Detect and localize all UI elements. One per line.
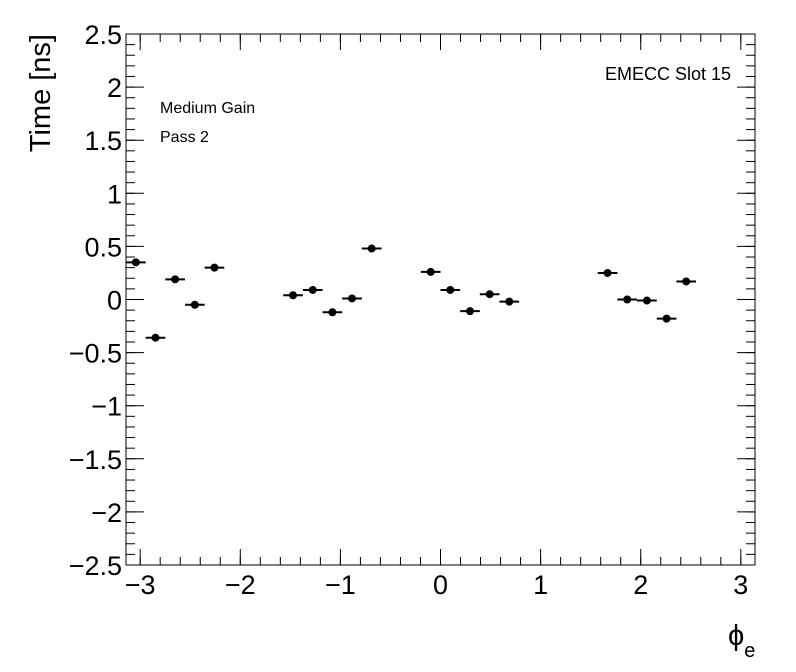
annotation-gain: Medium Gain	[160, 100, 255, 117]
data-point	[682, 277, 691, 286]
y-tick-label: −2.5	[69, 551, 122, 581]
x-tick-label: −3	[125, 570, 156, 600]
x-tick-label: 3	[733, 570, 748, 600]
data-point	[131, 258, 140, 267]
data-point	[289, 291, 298, 300]
data-points	[126, 244, 696, 342]
y-tick-label: −1	[91, 392, 122, 422]
y-axis-title: Time [ns]	[25, 34, 57, 152]
y-tick-label: 0.5	[84, 232, 122, 262]
tick-labels: −2.5 −2 −1.5 −1 −0.5 0 0.5 1 1.5 2 2.5 −3 −2 −1 0 1 2 3	[69, 20, 749, 600]
y-tick-label: 1.5	[84, 126, 122, 156]
y-tick-label: 2.5	[84, 20, 122, 50]
x-axis-title-symbol: ϕ	[728, 620, 744, 652]
x-tick-label: 2	[633, 570, 648, 600]
data-point	[210, 263, 219, 272]
data-point	[308, 285, 317, 294]
data-point	[367, 244, 376, 253]
y-tick-label: −0.5	[69, 339, 122, 369]
data-point	[505, 297, 514, 306]
y-tick-label: 0	[107, 286, 122, 316]
y-tick-label: 2	[107, 73, 122, 103]
x-axis-title-subscript: e	[744, 640, 755, 662]
x-tick-label: −2	[225, 570, 256, 600]
y-tick-label: 1	[107, 179, 122, 209]
x-tick-label: 0	[433, 570, 448, 600]
data-point	[662, 314, 671, 323]
annotation-slot: EMECC Slot 15	[605, 64, 731, 84]
annotation-pass: Pass 2	[160, 129, 209, 146]
data-point	[466, 307, 475, 316]
x-tick-label: 1	[533, 570, 548, 600]
data-point	[623, 295, 632, 304]
data-point	[328, 308, 337, 317]
y-tick-label: −2	[91, 498, 122, 528]
data-point	[642, 296, 651, 305]
x-axis-title: ϕe	[728, 620, 755, 662]
data-point	[446, 285, 455, 294]
axis-ticks	[126, 33, 755, 566]
data-point	[171, 275, 180, 284]
data-point	[426, 267, 435, 276]
data-point	[348, 294, 357, 303]
data-point	[603, 268, 612, 277]
data-point	[190, 300, 199, 309]
data-point	[485, 290, 494, 299]
data-point	[151, 333, 160, 342]
x-tick-label: −1	[325, 570, 356, 600]
y-tick-label: −1.5	[69, 445, 122, 475]
